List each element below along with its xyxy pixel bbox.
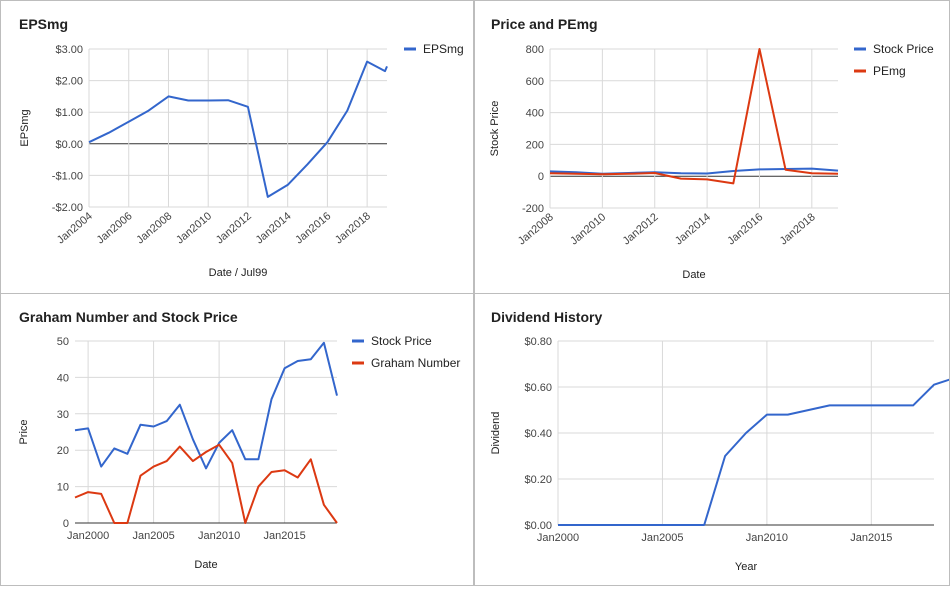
- price-xlabel: Date: [682, 269, 705, 281]
- price-xtick-label-3: Jan2014: [673, 211, 713, 247]
- graham-ytick-label-5: 0: [63, 518, 69, 530]
- eps-xtick-label-5: Jan2014: [254, 210, 294, 246]
- price-xtick-label-2: Jan2012: [621, 211, 661, 247]
- eps-ytick-label-3: $0.00: [55, 139, 83, 151]
- eps-xlabel: Date / Jul99: [209, 267, 268, 279]
- eps-title: EPSmg: [19, 16, 68, 32]
- eps-legend-label-0: EPSmg: [423, 42, 464, 56]
- price-ytick-label-5: -200: [522, 203, 544, 215]
- graham-ytick-label-0: 50: [57, 336, 69, 348]
- graham-ytick-label-4: 10: [57, 482, 69, 494]
- price-xtick-label-1: Jan2010: [568, 211, 608, 247]
- dividend-xtick-label-3: Jan2015: [850, 532, 892, 544]
- eps-ytick-label-2: $1.00: [55, 107, 83, 119]
- price-series-pemg-line: [549, 48, 839, 185]
- eps-xtick-label-6: Jan2016: [293, 210, 333, 246]
- graham-ytick-label-2: 30: [57, 409, 69, 421]
- dividend-xtick-label-2: Jan2010: [746, 532, 788, 544]
- price-chart-panel: Price and PEmg 800 600 400 200 0 -200 Jan2008 Ja…: [474, 0, 950, 295]
- eps-svg: EPSmg$3.00$2.00$1.00$0.00-$1.00-$2.00Jan…: [19, 16, 464, 279]
- price-ytick-label-1: 600: [526, 76, 544, 88]
- graham-legend-label-1: Graham Number: [371, 356, 460, 370]
- graham-svg: Graham Number and Stock Price 50 40 30 20 10 0…: [18, 309, 460, 571]
- dividend-ytick-label-0: $0.80: [524, 336, 552, 348]
- dividend-ytick-label-3: $0.20: [524, 474, 552, 486]
- graham-ylabel: Price: [18, 419, 30, 444]
- dividend-svg: Dividend History $0.80 $0.60 $0.40 $0.20 $0.0…: [490, 309, 949, 573]
- price-ytick-label-2: 400: [526, 108, 544, 120]
- eps-ytick-label-0: $3.00: [55, 44, 83, 56]
- dividend-series-0-line: [558, 378, 949, 526]
- eps-xtick-label-7: Jan2018: [333, 210, 373, 246]
- eps-chart-panel: EPSmg $3.00 $2.00 $1.00 $0.00 -$1.00 -$2.00 Jan…: [0, 0, 474, 295]
- graham-xtick-label-2: Jan2010: [198, 530, 240, 542]
- price-legend-label-0: Stock Price: [873, 42, 934, 56]
- dividend-xtick-label-0: Jan2000: [537, 532, 579, 544]
- price-ytick-label-4: 0: [538, 171, 544, 183]
- dividend-ytick-label-1: $0.60: [524, 382, 552, 394]
- graham-legend-label-0: Stock Price: [371, 334, 432, 348]
- graham-xtick-label-0: Jan2000: [67, 530, 109, 542]
- dividend-ytick-label-2: $0.40: [524, 428, 552, 440]
- dividend-ytick-label-4: $0.00: [524, 520, 552, 532]
- price-xtick-label-4: Jan2016: [725, 211, 765, 247]
- graham-series-stock-price-line: [74, 341, 338, 470]
- graham-title: Graham Number and Stock Price: [19, 309, 238, 325]
- dividend-title: Dividend History: [491, 309, 602, 325]
- graham-ytick-label-1: 40: [57, 372, 69, 384]
- price-legend-label-1: PEmg: [873, 64, 906, 78]
- eps-xtick-label-2: Jan2008: [134, 210, 174, 246]
- price-title: Price and PEmg: [491, 16, 598, 32]
- eps-xtick-label-1: Jan2006: [95, 210, 135, 246]
- price-xtick-label-5: Jan2018: [778, 211, 818, 247]
- eps-ylabel: EPSmg: [19, 109, 31, 146]
- price-xtick-label-0: Jan2008: [516, 211, 556, 247]
- eps-ytick-label-4: -$1.00: [52, 170, 83, 182]
- eps-ytick-label-1: $2.00: [55, 76, 83, 88]
- dividend-chart-panel: Dividend History $0.80 $0.60 $0.40 $0.20 $0.0…: [474, 293, 950, 586]
- graham-xtick-label-3: Jan2015: [263, 530, 305, 542]
- dividend-xtick-label-1: Jan2005: [641, 532, 683, 544]
- eps-series-epsmg-line: [88, 60, 388, 198]
- eps-ytick-label-5: -$2.00: [52, 202, 83, 214]
- eps-xtick-label-0: Jan2004: [55, 210, 95, 246]
- price-ylabel: Stock Price: [489, 101, 501, 157]
- price-ytick-label-0: 800: [526, 44, 544, 56]
- eps-xtick-label-4: Jan2012: [214, 210, 254, 246]
- graham-ytick-label-3: 20: [57, 445, 69, 457]
- price-ytick-label-3: 200: [526, 139, 544, 151]
- graham-series-graham-number-line: [74, 443, 338, 524]
- graham-xtick-label-1: Jan2005: [132, 530, 174, 542]
- dividend-xlabel: Year: [735, 561, 758, 573]
- dividend-ylabel: Dividend: [490, 412, 502, 455]
- eps-xtick-label-3: Jan2010: [174, 210, 214, 246]
- graham-chart-panel: Graham Number and Stock Price 50 40 30 20 10 0…: [0, 293, 474, 586]
- graham-xlabel: Date: [194, 559, 217, 571]
